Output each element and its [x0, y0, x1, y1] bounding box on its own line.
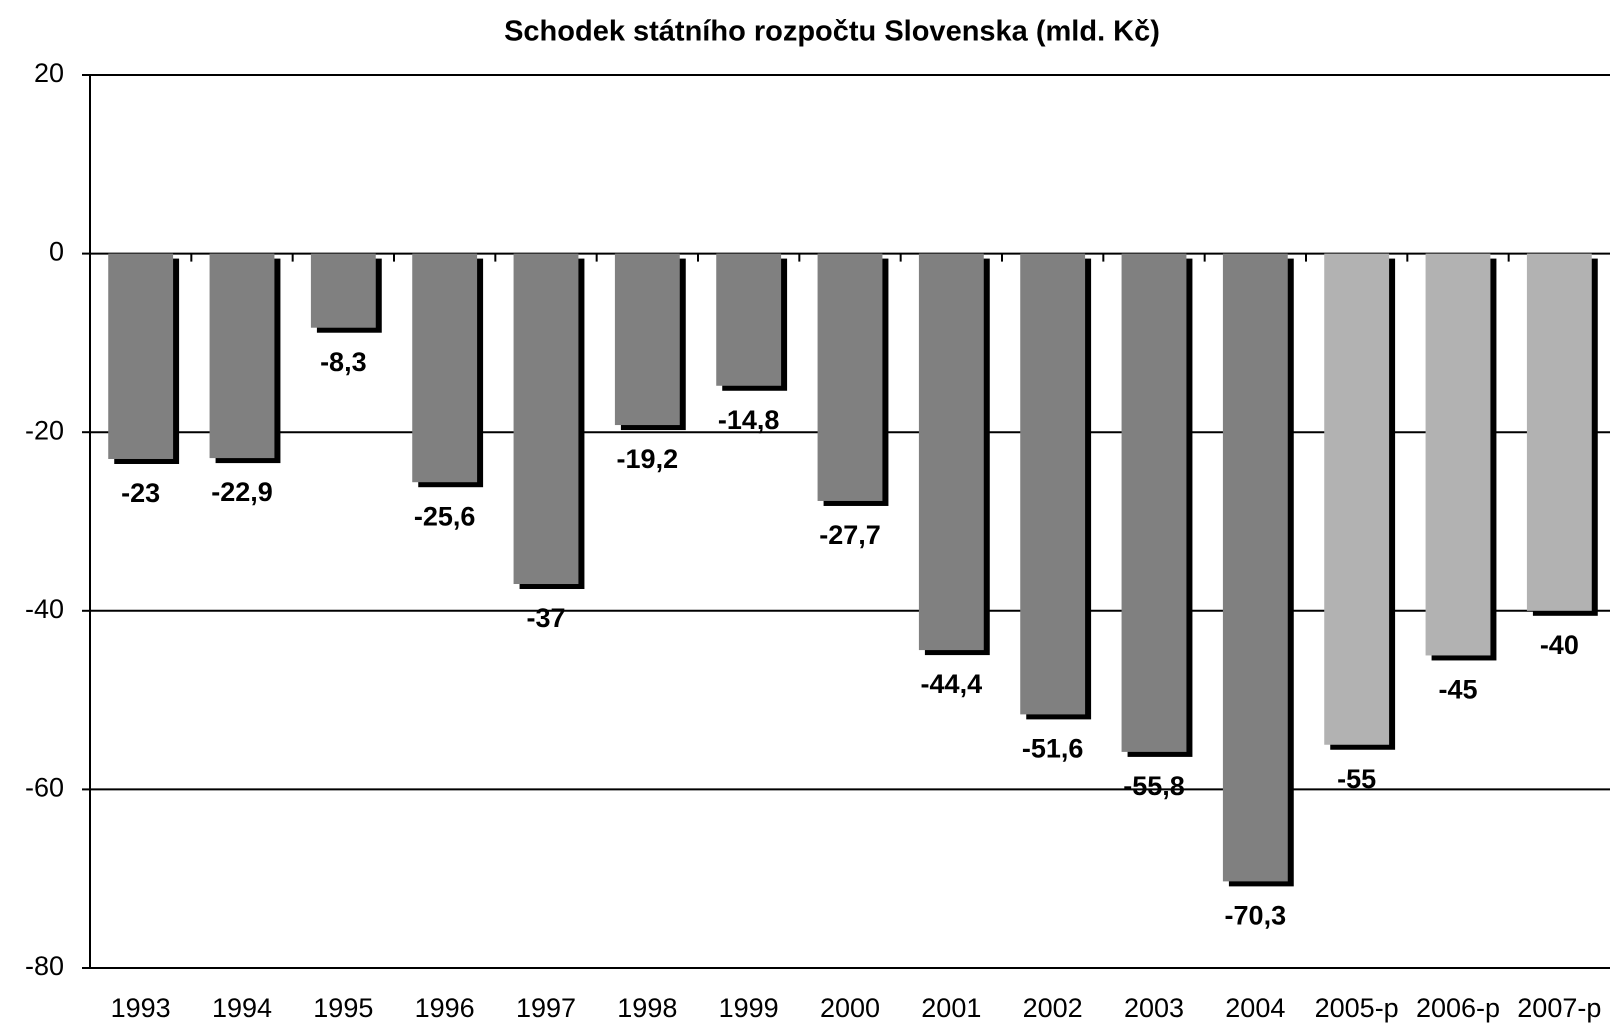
bar — [817, 253, 883, 501]
bar — [412, 253, 478, 483]
x-tick-label: 2000 — [820, 993, 880, 1023]
value-label: -51,6 — [1022, 734, 1084, 764]
value-label: -55,8 — [1123, 771, 1185, 801]
x-tick-label: 2001 — [921, 993, 981, 1023]
x-tick-label: 1999 — [719, 993, 779, 1023]
bar — [1020, 253, 1086, 715]
bar — [1425, 253, 1491, 656]
bar — [310, 253, 376, 328]
value-label: -55 — [1337, 764, 1376, 794]
x-tick-label: 1994 — [212, 993, 272, 1023]
x-tick-label: 2002 — [1023, 993, 1083, 1023]
x-tick-label: 2003 — [1124, 993, 1184, 1023]
value-label: -19,2 — [617, 444, 679, 474]
bar — [716, 253, 782, 386]
x-tick-label: 1995 — [313, 993, 373, 1023]
bar — [614, 253, 680, 426]
y-tick-label: 20 — [34, 58, 64, 88]
bar — [918, 253, 984, 651]
bar — [1324, 253, 1390, 745]
y-tick-label: 0 — [49, 237, 64, 267]
chart-title: Schodek státního rozpočtu Slovenska (mld… — [504, 16, 1160, 48]
x-tick-label: 1996 — [415, 993, 475, 1023]
x-tick-label: 2005-p — [1315, 993, 1399, 1023]
value-label: -37 — [526, 603, 565, 633]
value-label: -70,3 — [1225, 901, 1287, 931]
x-tick-label: 2004 — [1225, 993, 1285, 1023]
x-tick-label: 1993 — [111, 993, 171, 1023]
bar — [1526, 253, 1592, 611]
x-tick-label: 1998 — [617, 993, 677, 1023]
y-tick-label: -40 — [25, 594, 64, 624]
y-tick-label: -60 — [25, 773, 64, 803]
value-label: -8,3 — [320, 347, 367, 377]
value-label: -23 — [121, 478, 160, 508]
x-tick-label: 2006-p — [1416, 993, 1500, 1023]
value-label: -44,4 — [921, 669, 983, 699]
x-tick-label: 2007-p — [1517, 993, 1601, 1023]
value-label: -27,7 — [819, 520, 881, 550]
value-label: -25,6 — [414, 501, 476, 531]
bar — [209, 253, 275, 459]
y-tick-label: -80 — [25, 951, 64, 981]
value-label: -40 — [1540, 630, 1579, 660]
bar — [513, 253, 579, 585]
x-tick-label: 1997 — [516, 993, 576, 1023]
value-label: -45 — [1438, 675, 1477, 705]
value-label: -22,9 — [211, 477, 273, 507]
value-label: -14,8 — [718, 405, 780, 435]
bar — [1121, 253, 1187, 752]
bar — [1222, 253, 1288, 882]
y-tick-label: -20 — [25, 415, 64, 445]
bar — [108, 253, 174, 459]
